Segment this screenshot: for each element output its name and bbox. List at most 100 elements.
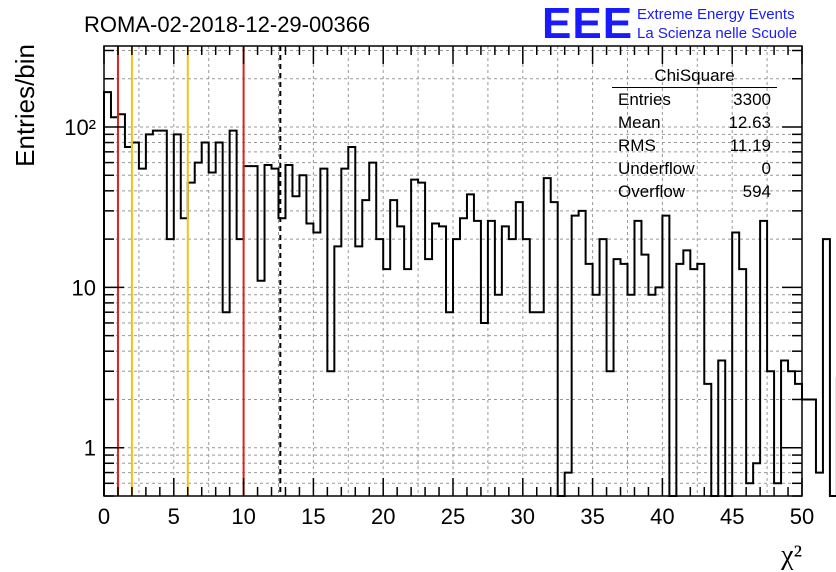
histogram-bin <box>718 360 725 496</box>
x-tick-label: 50 <box>790 504 814 529</box>
eee-logo: EEE Extreme Energy Events La Scienza nel… <box>542 0 836 48</box>
histogram-bin <box>230 131 237 496</box>
histogram-bin <box>299 175 306 496</box>
stats-label: Mean <box>618 113 661 132</box>
eee-logo-mark: EEE <box>542 0 634 48</box>
stats-title: ChiSquare <box>612 66 777 88</box>
histogram-bin <box>362 200 369 496</box>
histogram-bin <box>739 269 746 496</box>
histogram-bin <box>223 312 230 496</box>
y-tick-label: 10² <box>64 115 96 140</box>
histogram-bin <box>502 226 509 496</box>
histogram-bin <box>788 371 795 496</box>
histogram-bin <box>383 269 390 496</box>
histogram-bin <box>523 239 530 496</box>
axes <box>103 45 803 497</box>
histogram-bin <box>306 224 313 496</box>
histogram-bin <box>292 196 299 496</box>
histogram-bin <box>411 180 418 496</box>
x-tick-label: 5 <box>168 504 180 529</box>
histogram-bin <box>648 295 655 496</box>
histogram-bin <box>132 143 139 496</box>
stats-row: Mean 12.63 <box>612 111 777 134</box>
histogram-bin <box>439 226 446 496</box>
histogram-bin <box>600 239 607 496</box>
histogram-bin <box>369 163 376 496</box>
histogram-bin <box>265 165 272 496</box>
histogram-bin <box>174 134 181 496</box>
axis-titles: χ² Entries/bin <box>10 44 802 571</box>
histogram-bin <box>446 312 453 496</box>
stats-value: 3300 <box>733 90 771 109</box>
histogram-bin <box>628 295 635 496</box>
histogram-bin <box>188 183 195 496</box>
histogram-bin <box>327 371 334 496</box>
stats-row: RMS 11.19 <box>612 134 777 157</box>
logo-line-1: Extreme Energy Events <box>637 6 795 23</box>
x-tick-label: 0 <box>98 504 110 529</box>
histogram-bin <box>655 287 662 496</box>
histogram-bin <box>641 255 648 496</box>
histogram-bin <box>683 250 690 496</box>
stats-label: RMS <box>618 136 656 155</box>
histogram-bin <box>355 246 362 496</box>
histogram-bin <box>537 312 544 496</box>
histogram-bin <box>586 264 593 496</box>
histogram-bin <box>390 200 397 496</box>
histogram-bin <box>704 384 711 496</box>
histogram-bin <box>746 483 753 496</box>
histogram-bin <box>167 239 174 496</box>
y-axis-label: Entries/bin <box>10 44 40 167</box>
y-tick-label: 1 <box>84 436 96 461</box>
histogram-bin <box>781 360 788 496</box>
x-tick-label: 15 <box>301 504 325 529</box>
histogram-bin <box>111 117 118 496</box>
histogram-bin <box>488 221 495 496</box>
histogram-bin <box>481 323 488 496</box>
stats-value: 11.19 <box>729 136 771 155</box>
histogram-bin <box>432 224 439 496</box>
histogram-bin <box>495 295 502 496</box>
x-tick-label: 25 <box>441 504 465 529</box>
x-tick-label: 45 <box>720 504 744 529</box>
x-tick-label: 35 <box>580 504 604 529</box>
histogram-bin <box>460 218 467 496</box>
histogram-bin <box>634 221 641 496</box>
histogram-bin <box>516 202 523 496</box>
histogram-bin <box>334 246 341 496</box>
histogram-bin <box>544 178 551 496</box>
histogram-bin <box>614 259 621 496</box>
histogram-bin <box>579 211 586 496</box>
stats-box: ChiSquare Entries 3300 Mean 12.63 RMS 11… <box>612 66 777 203</box>
histogram-bin <box>153 131 160 496</box>
histogram-series <box>103 91 836 497</box>
histogram-bin <box>453 239 460 496</box>
x-tick-label: 40 <box>650 504 674 529</box>
histogram-bin <box>697 264 704 496</box>
marker-lines <box>116 46 282 496</box>
histogram-bin <box>237 239 244 496</box>
stats-value: 0 <box>761 159 771 178</box>
histogram-bin <box>760 221 767 496</box>
histogram-bin <box>397 226 404 496</box>
histogram-bin <box>676 264 683 496</box>
tick-labels: 0 5 10 15 20 25 30 35 40 45 50 1 10 10² <box>64 115 814 529</box>
histogram-bin <box>662 216 669 496</box>
histogram-bin <box>285 165 292 496</box>
stats-row: Entries 3300 <box>612 88 777 111</box>
histogram-bin <box>551 202 558 496</box>
histogram-bin <box>809 399 816 496</box>
histogram-bin <box>181 218 188 496</box>
stats-row: Underflow 0 <box>612 157 777 180</box>
histogram-bin <box>530 312 537 496</box>
histogram-bin <box>732 232 739 496</box>
stats-value: 12.63 <box>728 113 771 132</box>
chart-title: ROMA-02-2018-12-29-00366 <box>84 12 371 37</box>
histogram-bin <box>802 399 809 496</box>
histogram-bin <box>195 163 202 496</box>
histogram-bin <box>509 239 516 496</box>
stats-value: 594 <box>742 182 771 201</box>
histogram-bin <box>816 473 823 496</box>
